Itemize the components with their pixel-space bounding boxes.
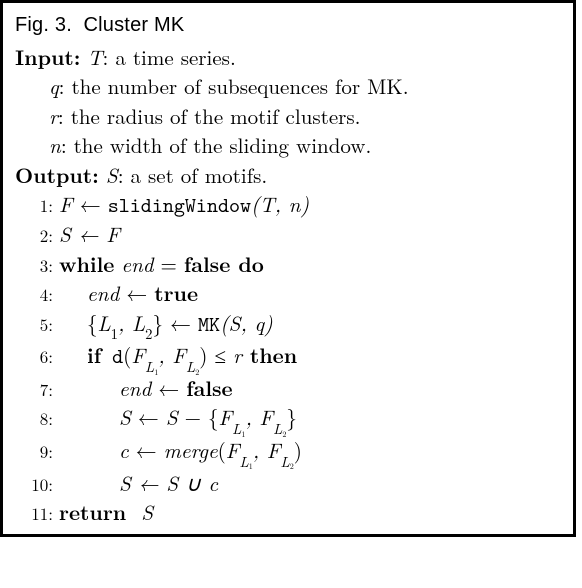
code: S ← S − {FL1, FL2}: [59, 403, 297, 436]
lineno: 11:: [15, 502, 59, 526]
algorithm-figure: Fig. 3. Cluster MK Input: T: a time seri…: [0, 0, 576, 537]
caption-title: Cluster MK: [84, 14, 185, 36]
input-desc-2: : the radius of the motif clusters.: [58, 101, 361, 131]
code: {L1, L2} ← MK(S, q): [59, 309, 273, 342]
input-var-2: r: [49, 101, 58, 131]
algo-line-7: 7: end ← false: [15, 374, 561, 403]
algo-line-1: 1: F ← slidingWindow(T, n): [15, 190, 561, 220]
algo-line-4: 4: end ← true: [15, 279, 561, 308]
lineno: 5:: [15, 313, 59, 337]
code: return S: [59, 498, 153, 527]
code: end ← false: [59, 374, 233, 403]
algo-line-11: 11: return S: [15, 498, 561, 527]
output-desc: : a set of motifs.: [118, 160, 268, 190]
input-line-1: q: the number of subsequences for MK.: [15, 72, 561, 101]
lineno: 6:: [15, 345, 59, 369]
algo-line-5: 5: {L1, L2} ← MK(S, q): [15, 309, 561, 342]
input-line-3: n: the width of the sliding window.: [15, 131, 561, 160]
lineno: 10:: [15, 473, 59, 497]
code: c ← merge(FL1, FL2): [59, 436, 302, 469]
input-line-0: Input: T: a time series.: [15, 43, 561, 72]
algo-line-3: 3: while end = false do: [15, 250, 561, 279]
input-var-3: n: [49, 130, 61, 160]
output-var: S: [106, 160, 118, 190]
lineno: 8:: [15, 407, 59, 431]
figure-caption: Fig. 3. Cluster MK: [15, 11, 561, 39]
input-desc-1: : the number of subsequences for MK.: [59, 71, 409, 101]
input-var-0: T: [88, 42, 103, 72]
input-desc-0: : a time series.: [103, 42, 236, 72]
algo-line-8: 8: S ← S − {FL1, FL2}: [15, 403, 561, 436]
code: end ← true: [59, 279, 198, 308]
output-label: Output:: [15, 160, 99, 190]
lineno: 7:: [15, 378, 59, 402]
code: S ← F: [59, 220, 120, 249]
lineno: 4:: [15, 283, 59, 307]
input-line-2: r: the radius of the motif clusters.: [15, 102, 561, 131]
lineno: 3:: [15, 254, 59, 278]
input-var-1: q: [49, 71, 59, 101]
algo-line-2: 2: S ← F: [15, 220, 561, 249]
lineno: 2:: [15, 224, 59, 248]
output-line: Output: S: a set of motifs.: [15, 161, 561, 190]
input-desc-3: : the width of the sliding window.: [61, 130, 371, 160]
lineno: 1:: [15, 194, 59, 218]
algo-line-9: 9: c ← merge(FL1, FL2): [15, 436, 561, 469]
caption-prefix: Fig. 3.: [15, 14, 72, 36]
lineno: 9:: [15, 440, 59, 464]
input-label: Input:: [15, 42, 81, 72]
code: S ← S ∪ c: [59, 469, 218, 498]
algo-line-6: 6: if d(FL1, FL2) ≤ r then: [15, 341, 561, 374]
algo-line-10: 10: S ← S ∪ c: [15, 469, 561, 498]
code: F ← slidingWindow(T, n): [59, 190, 309, 220]
code: while end = false do: [59, 250, 264, 279]
code: if d(FL1, FL2) ≤ r then: [59, 341, 297, 374]
